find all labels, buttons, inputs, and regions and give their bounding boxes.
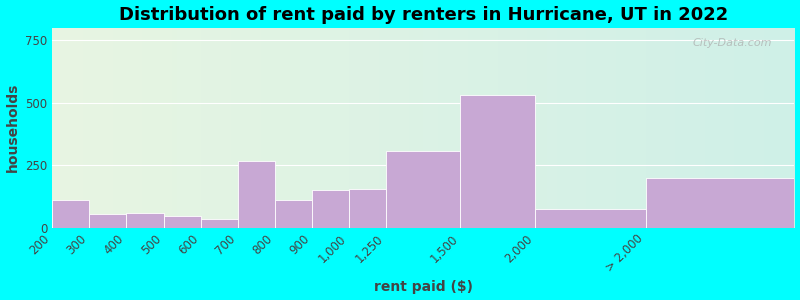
Bar: [461, 95, 534, 228]
Bar: [534, 209, 646, 228]
Bar: [201, 219, 238, 228]
Bar: [386, 152, 461, 228]
Bar: [312, 190, 349, 228]
X-axis label: rent paid ($): rent paid ($): [374, 280, 473, 294]
Bar: [349, 189, 386, 228]
Bar: [126, 213, 163, 228]
Bar: [646, 178, 794, 228]
Text: City-Data.com: City-Data.com: [693, 38, 772, 48]
Bar: [52, 200, 90, 228]
Y-axis label: households: households: [6, 83, 19, 172]
Title: Distribution of rent paid by renters in Hurricane, UT in 2022: Distribution of rent paid by renters in …: [118, 6, 728, 24]
Bar: [90, 214, 126, 228]
Bar: [163, 216, 201, 228]
Bar: [238, 161, 275, 228]
Bar: [275, 200, 312, 228]
